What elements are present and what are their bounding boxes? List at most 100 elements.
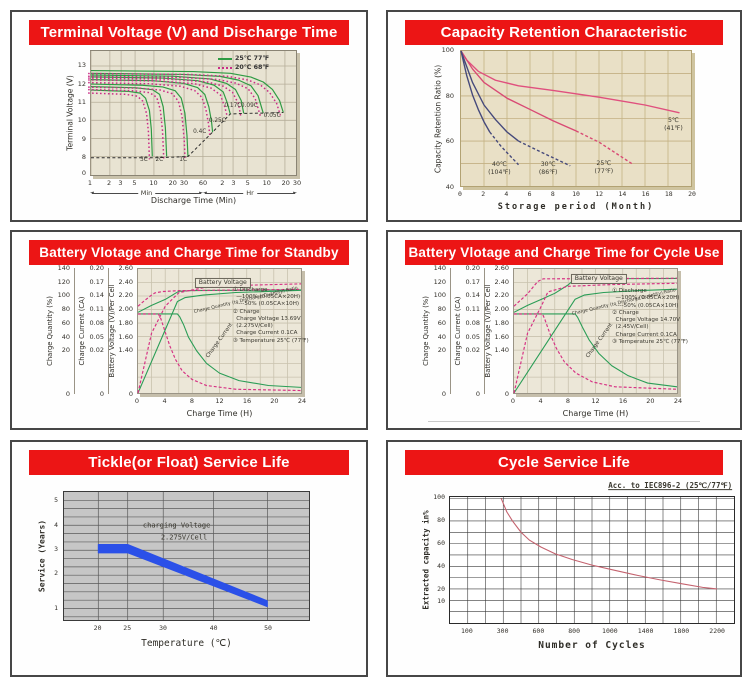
span-label: Min [137, 189, 156, 197]
panel-title-banner: Terminal Voltage (V) and Discharge Time [29, 20, 349, 45]
y-axis-tick: 2.00 [118, 305, 133, 314]
y-axis-tick: 0 [81, 169, 86, 178]
y-axis-tick: 20 [437, 346, 446, 355]
x-axis-tick: 16 [618, 397, 628, 405]
arrow-left-icon: ◄ [203, 190, 207, 196]
dotted-line-swatch [218, 66, 232, 69]
y-axis-tick: 100 [433, 291, 446, 300]
x-axis-tick: 24 [673, 397, 683, 405]
x-axis-tick: 8 [189, 397, 195, 405]
chart-canvas [137, 269, 302, 394]
x-axis-tick: 1800 [673, 627, 690, 635]
x-axis-tick: 20 [281, 179, 290, 187]
x-axis-tick: 3 [231, 179, 236, 187]
y-axis-tick: 0 [504, 390, 509, 398]
y-axis-tick: 60 [437, 318, 446, 327]
x-axis-title: Temperature (℃) [141, 638, 232, 649]
x-axis-tick: 4 [162, 397, 167, 405]
y-axis-tick: 0 [128, 390, 133, 398]
x-axis-tick: 12 [591, 397, 600, 405]
y-axis-tick: 12 [77, 79, 86, 88]
y-axis-tick: 140 [433, 264, 446, 272]
x-axis-tick: 60 [198, 179, 208, 187]
chart-annotation: 1C [179, 157, 188, 164]
x-axis-tick: 0 [510, 397, 516, 405]
chart-annotation: 3C [139, 157, 148, 164]
x-axis-tick: 12 [215, 397, 224, 405]
chart-canvas [64, 492, 309, 620]
y-axis-tick: 40 [61, 332, 70, 341]
x-axis-tick: 8 [565, 397, 571, 405]
panel-capacity-retention: Capacity Retention Characteristic 100 80 6… [386, 10, 742, 222]
x-axis-tick: 6 [527, 190, 532, 198]
panel-title-banner: Capacity Retention Characteristic [405, 20, 723, 45]
y-axis-tick: 0.17 [89, 277, 104, 286]
y-axis-tick: 60 [61, 318, 70, 327]
x-axis-tick: 20 [270, 397, 279, 405]
y-axis-tick: 2.20 [118, 291, 133, 300]
y-axis-tick: 60 [445, 137, 454, 146]
solid-line-swatch [218, 57, 232, 60]
y-axis-tick: 0.05 [89, 332, 104, 341]
x-axis-tick: 2 [220, 179, 225, 187]
y-axis-label: Charge Current (CA) [454, 296, 462, 366]
x-axis-tick: 5 [132, 179, 137, 187]
y-axis-tick: 100 [57, 291, 70, 300]
y-axis-tick: 2.00 [494, 305, 509, 314]
y-axis-tick: 40 [437, 562, 445, 571]
y-axis-tick: 1.60 [118, 332, 133, 341]
y-axis-tick: 0 [441, 390, 446, 398]
panel-title-banner: Battery Vlotage and Charge Time for Stan… [29, 240, 349, 285]
x-axis-tick: 24 [297, 397, 307, 405]
x-axis-tick: 20 [688, 190, 696, 198]
y-axis-tick: 80 [445, 91, 454, 100]
chart-annotation: 2C [155, 157, 164, 164]
y-axis-tick: 0.02 [89, 346, 104, 355]
y-axis-tick: 2.20 [494, 291, 509, 300]
legend-label: 25℃ 77℉ [235, 55, 270, 62]
y-axis-tick: 100 [433, 493, 445, 502]
x-axis-tick: 2200 [709, 627, 725, 635]
x-axis-title: Storage period (Month) [497, 202, 655, 212]
x-axis-tick: 1 [87, 179, 93, 187]
y-axis-label: Charge Quantity (%) [422, 296, 430, 366]
y-axis-line [484, 268, 485, 394]
y-axis-tick: 80 [61, 305, 70, 314]
y-axis-tick: 0.08 [89, 318, 104, 327]
chart-plot-area [137, 268, 302, 394]
x-axis-tick: 0 [458, 190, 462, 198]
y-axis-tick: 0.11 [89, 305, 104, 314]
y-axis-tick: 0.17 [465, 277, 480, 286]
y-axis-tick: 2 [54, 568, 58, 577]
y-axis-tick: 20 [61, 346, 70, 355]
y-axis-tick: 20 [437, 585, 445, 594]
x-axis-unit-span: ◄ ► Hr [203, 189, 297, 198]
chart-plot-area [460, 50, 692, 187]
chart-annotation: 0.17C [224, 102, 242, 109]
y-axis-tick: 0 [65, 390, 70, 398]
y-axis-label: Charge Current (CA) [78, 296, 86, 366]
y-axis-tick: 10 [77, 116, 86, 125]
y-axis-tick: 9 [81, 134, 86, 143]
chart-annotation: 25℃ (77℉) [594, 159, 614, 175]
y-axis-tick: 0.05 [465, 332, 480, 341]
chart-annotation: 30℃ (86℉) [538, 161, 558, 177]
chart-annotation: 0.05C [263, 113, 281, 119]
x-axis-tick: 2 [481, 190, 486, 198]
y-axis-tick: 5 [54, 496, 58, 505]
y-axis-tick: 8 [81, 153, 86, 162]
panel-charge-cycle: Battery Vlotage and Charge Time for Cycl… [386, 230, 742, 430]
x-axis-tick: 25 [123, 624, 132, 632]
y-axis-tick: 0.02 [465, 346, 480, 355]
legend-label: 20℃ 68℉ [235, 64, 270, 71]
y-axis-tick: 0 [475, 390, 480, 398]
legend-entry: 25℃ 77℉ [218, 54, 269, 63]
y-axis-label: Battery Voltage (V)/Per Cell [108, 284, 116, 378]
chart-annotation: Acc. to IEC896-2 (25℃/77℉) [608, 480, 733, 490]
x-axis-tick: 8 [550, 190, 555, 198]
y-axis-tick: 10 [437, 596, 445, 605]
chart-annotation: Battery Voltage [570, 274, 627, 285]
y-axis-line [108, 268, 109, 394]
y-axis-title: Terminal Voltage (V) [65, 75, 75, 151]
